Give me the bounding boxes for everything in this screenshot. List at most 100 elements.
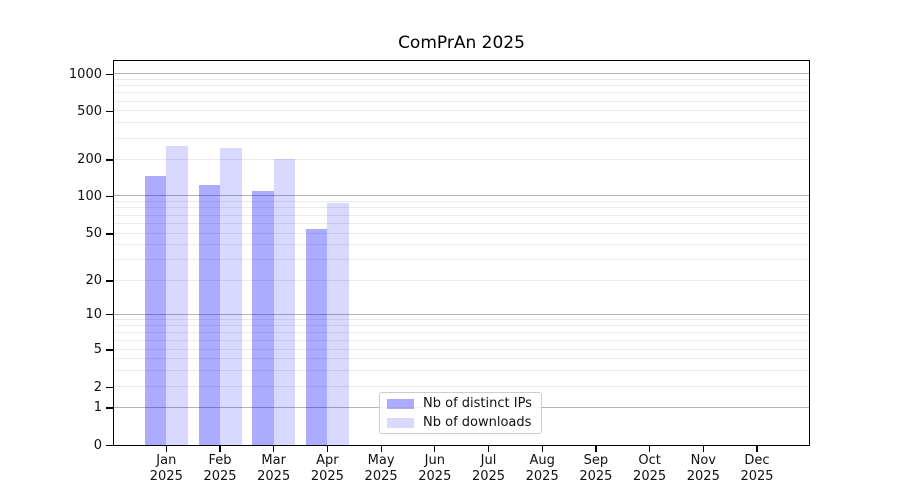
y-tick-1: [106, 407, 113, 409]
x-tick-nov: [702, 446, 704, 452]
legend: Nb of distinct IPs Nb of downloads: [379, 392, 542, 434]
minor-gridline-600: [114, 100, 809, 102]
bar-downloads-jan: [166, 145, 188, 445]
x-tick-mar: [273, 446, 275, 452]
minor-gridline-6: [114, 339, 809, 341]
x-tick-label-apr: Apr 2025: [295, 453, 359, 485]
x-tick-jan: [165, 446, 167, 452]
minor-gridline-900: [114, 78, 809, 80]
x-tick-feb: [219, 446, 221, 452]
bar-distinct-ips-mar: [252, 191, 274, 445]
minor-gridline-300: [114, 137, 809, 139]
minor-gridline-7: [114, 331, 809, 333]
minor-gridline-400: [114, 122, 809, 124]
y-tick-2: [106, 386, 113, 388]
y-tick-500: [106, 110, 113, 113]
x-tick-label-may: May 2025: [349, 453, 413, 485]
x-tick-oct: [649, 446, 651, 452]
x-tick-dec: [756, 446, 758, 452]
x-tick-jun: [434, 446, 436, 452]
x-tick-label-feb: Feb 2025: [188, 453, 252, 485]
minor-gridline-200: [114, 158, 809, 160]
x-tick-jul: [487, 446, 490, 452]
bar-distinct-ips-jan: [144, 175, 167, 445]
x-tick-may: [380, 446, 382, 452]
y-tick-label-1: 1: [93, 400, 102, 416]
minor-gridline-20: [114, 279, 809, 281]
x-tick-label-aug: Aug 2025: [510, 453, 574, 485]
y-tick-1000: [106, 73, 113, 75]
month-name: Oct: [638, 453, 661, 468]
y-tick-label-100: 100: [77, 188, 102, 204]
y-tick-label-5: 5: [93, 342, 102, 358]
x-tick-apr: [326, 446, 329, 452]
y-tick-label-2: 2: [93, 379, 102, 395]
month-year: 2025: [149, 469, 183, 484]
minor-gridline-90: [114, 200, 809, 202]
y-tick-label-0: 0: [93, 437, 102, 453]
month-name: Apr: [316, 453, 339, 468]
minor-gridline-30: [114, 259, 809, 261]
month-name: Nov: [690, 453, 716, 468]
bar-distinct-ips-feb: [198, 184, 220, 445]
legend-label: Nb of distinct IPs: [423, 396, 532, 411]
minor-gridline-700: [114, 92, 809, 94]
y-tick-label-50: 50: [85, 226, 102, 242]
legend-label: Nb of downloads: [423, 415, 532, 430]
month-name: Jan: [156, 453, 177, 468]
bar-downloads-feb: [220, 148, 242, 445]
x-tick-label-jun: Jun 2025: [403, 453, 467, 485]
month-year: 2025: [740, 469, 774, 484]
month-year: 2025: [257, 469, 291, 484]
major-gridline-100: [114, 195, 809, 196]
minor-gridline-3: [114, 369, 809, 371]
x-tick-aug: [541, 446, 543, 452]
month-year: 2025: [525, 469, 559, 484]
y-tick-5: [106, 349, 113, 351]
y-tick-label-500: 500: [77, 103, 102, 119]
minor-gridline-800: [114, 85, 809, 87]
y-tick-200: [106, 159, 113, 161]
y-tick-50: [106, 233, 113, 235]
major-gridline-10: [114, 313, 809, 315]
minor-gridline-9: [114, 318, 809, 320]
minor-gridline-40: [114, 244, 809, 246]
legend-entry-nb-of-distinct-ips: Nb of distinct IPs: [387, 396, 534, 411]
bar-downloads-apr: [327, 203, 349, 445]
y-tick-10: [106, 314, 113, 316]
chart-title: ComPrAn 2025: [398, 33, 525, 53]
y-tick-label-200: 200: [77, 152, 102, 168]
month-name: Jul: [480, 453, 497, 468]
plot-area: [113, 60, 810, 446]
bar-downloads-mar: [273, 158, 296, 445]
x-tick-label-sep: Sep 2025: [564, 453, 628, 485]
legend-swatch: [387, 417, 414, 428]
y-tick-20: [106, 280, 113, 282]
legend-swatch: [387, 398, 414, 409]
month-year: 2025: [579, 469, 613, 484]
month-year: 2025: [686, 469, 720, 484]
y-tick-label-10: 10: [85, 307, 102, 323]
x-tick-label-oct: Oct 2025: [618, 453, 682, 485]
minor-gridline-500: [114, 110, 809, 112]
minor-gridline-70: [114, 214, 809, 216]
month-name: Aug: [529, 453, 555, 468]
legend-entry-nb-of-downloads: Nb of downloads: [387, 415, 534, 430]
x-tick-label-jul: Jul 2025: [457, 453, 521, 485]
month-year: 2025: [364, 469, 398, 484]
x-tick-label-dec: Dec 2025: [725, 453, 789, 485]
y-tick-label-20: 20: [85, 273, 102, 289]
month-year: 2025: [310, 469, 344, 484]
bar-distinct-ips-apr: [305, 228, 328, 445]
x-tick-label-nov: Nov 2025: [671, 453, 735, 485]
minor-gridline-5: [114, 348, 809, 350]
month-year: 2025: [418, 469, 452, 484]
month-year: 2025: [471, 469, 506, 484]
minor-gridline-4: [114, 358, 809, 359]
y-tick-0: [106, 444, 113, 446]
month-year: 2025: [203, 469, 237, 484]
month-year: 2025: [633, 469, 667, 484]
major-gridline-1000: [114, 73, 809, 75]
month-name: Feb: [208, 453, 232, 468]
x-tick-sep: [595, 446, 597, 452]
